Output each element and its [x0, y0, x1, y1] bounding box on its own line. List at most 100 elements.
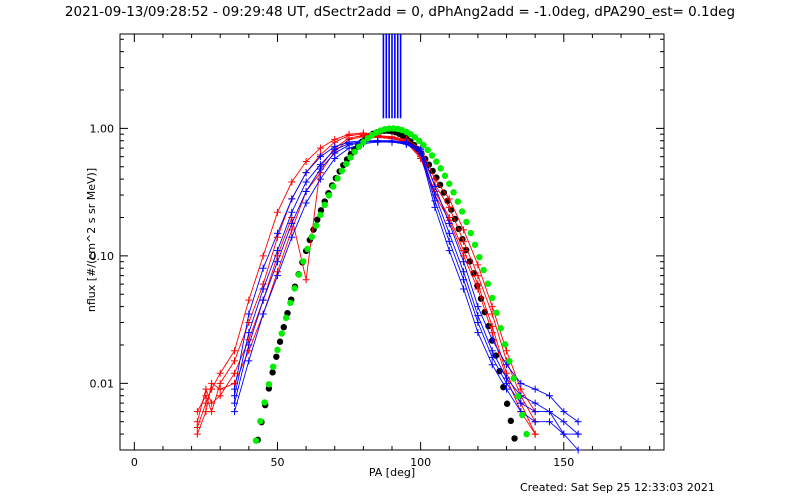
blue-series-point — [560, 408, 568, 416]
fit-point — [257, 418, 264, 425]
fit-point — [411, 134, 419, 141]
blue-series-point — [474, 329, 482, 337]
blue-series-point — [388, 138, 396, 146]
red-series-point — [231, 357, 239, 365]
x-tick-label: 150 — [553, 456, 574, 469]
blue-series-point — [560, 430, 568, 438]
chart-title: 2021-09-13/09:28:52 - 09:29:48 UT, dSect… — [64, 4, 736, 20]
blue-series-point — [259, 264, 267, 272]
fit-point — [471, 241, 479, 248]
fit-point — [312, 222, 320, 229]
fit-point — [269, 363, 277, 370]
fit-point — [291, 285, 298, 292]
fit-point — [274, 346, 281, 354]
x-tick-label: 100 — [410, 456, 431, 469]
fit-point — [321, 201, 328, 209]
fit-point — [276, 338, 284, 345]
red-series-point — [474, 285, 482, 293]
blue-series-point — [302, 178, 310, 186]
red-series-point — [316, 144, 324, 152]
blue-series-point — [460, 285, 468, 293]
fit-point — [476, 253, 483, 261]
fit-point — [463, 218, 470, 226]
blue-series-point — [302, 199, 310, 207]
red-series-point — [302, 276, 310, 284]
fit-point — [269, 369, 276, 376]
fit-point — [506, 357, 513, 365]
blue-series-point — [545, 418, 553, 426]
red-series-point — [193, 430, 201, 438]
fit-point — [497, 325, 504, 332]
red-series-point — [202, 408, 210, 416]
blue-series-point — [259, 296, 267, 304]
fit-point — [503, 400, 511, 407]
blue-series-point — [245, 329, 253, 337]
fit-point — [342, 160, 350, 168]
red-series-point — [216, 392, 224, 400]
blue-series-point — [402, 140, 410, 148]
x-tick-label: 50 — [270, 456, 284, 469]
blue-series-point — [288, 233, 296, 241]
fit-point — [519, 411, 526, 419]
blue-series-point — [488, 353, 496, 361]
blue-series-point — [574, 430, 582, 438]
blue-series-point — [273, 272, 281, 280]
fit-point — [360, 139, 367, 146]
fit-point — [489, 294, 496, 302]
fit-point — [510, 375, 517, 382]
red-series-point — [474, 261, 482, 269]
blue-series-point — [574, 446, 582, 454]
blue-series-point — [288, 208, 296, 216]
fit-point — [280, 323, 287, 331]
fit-point — [501, 341, 509, 348]
blue-series-point — [345, 144, 353, 152]
red-series-point — [488, 329, 496, 337]
x-axis-label: PA [deg] — [369, 466, 415, 479]
red-series-point — [202, 385, 210, 393]
fit-point — [493, 309, 500, 316]
y-axis-label: nflux [#/(cm^2 s sr MeV)] — [85, 168, 98, 312]
blue-series-point — [316, 165, 324, 173]
y-tick-label: 1.00 — [90, 122, 115, 135]
blue-series-point — [531, 408, 539, 416]
blue-series-point — [517, 379, 525, 387]
blue-series-point — [245, 310, 253, 318]
fit-point — [511, 435, 518, 442]
fit-point — [446, 180, 453, 187]
blue-series-point — [245, 341, 253, 349]
created-timestamp: Created: Sat Sep 25 12:33:03 2021 — [520, 481, 715, 494]
fit-point — [317, 211, 324, 219]
fit-point — [261, 399, 268, 406]
blue-series-point — [531, 418, 539, 426]
blue-series-point — [431, 203, 439, 211]
blue-series-point — [474, 303, 482, 311]
fit-point — [314, 216, 321, 223]
blue-series-point — [331, 155, 339, 163]
blue-series-point — [560, 418, 568, 426]
blue-series-point — [273, 229, 281, 237]
red-series-line — [196, 133, 536, 422]
red-series-point — [302, 157, 310, 165]
blue-series-point — [273, 247, 281, 255]
blue-series-point — [288, 219, 296, 227]
fit-point — [347, 154, 354, 161]
fit-point — [300, 258, 307, 265]
fit-point — [308, 233, 316, 241]
fit-point — [355, 143, 363, 150]
blue-series-point — [259, 285, 267, 293]
blue-series-point — [574, 418, 582, 426]
fit-point — [265, 381, 273, 388]
blue-series-line — [234, 141, 579, 451]
blue-series-point — [445, 247, 453, 255]
red-series-point — [460, 237, 468, 245]
blue-series-point — [488, 361, 496, 369]
red-series-point — [460, 226, 468, 234]
fit-point — [437, 165, 444, 172]
blue-series-point — [231, 408, 239, 416]
blue-series-point — [316, 153, 324, 161]
red-series-point — [259, 252, 267, 260]
red-series-point — [231, 369, 239, 377]
fit-point — [420, 141, 427, 149]
red-series-point — [245, 319, 253, 327]
